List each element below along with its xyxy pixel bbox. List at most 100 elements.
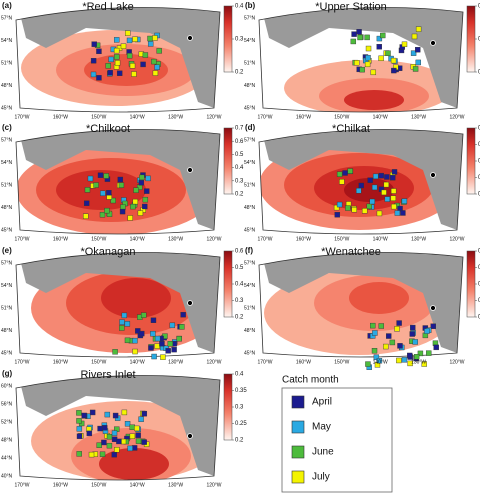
lat-label: 51°N xyxy=(244,60,256,66)
lon-label: 140°W xyxy=(373,236,388,242)
colorbar xyxy=(223,127,233,195)
catch-point xyxy=(129,63,136,69)
map-panel xyxy=(15,375,221,481)
catch-point xyxy=(364,61,371,68)
catch-point xyxy=(106,434,113,440)
colorbar-label: 0.2 xyxy=(235,192,244,198)
catch-point xyxy=(412,66,419,72)
catch-point xyxy=(129,424,135,430)
catch-point xyxy=(141,410,148,417)
catch-point xyxy=(120,204,126,210)
catch-point xyxy=(97,172,104,178)
colorbar-label: 0.2 xyxy=(478,70,480,76)
map-panel xyxy=(258,129,464,235)
catch-point xyxy=(159,340,165,347)
colorbar-label: 0.2 xyxy=(235,70,244,76)
catch-point xyxy=(96,75,102,81)
site xyxy=(430,40,436,46)
lat-label: 54°N xyxy=(244,283,256,289)
lon-label: 160°W xyxy=(53,236,68,242)
lon-label: 150°W xyxy=(334,114,349,120)
lon-label: 170°W xyxy=(14,114,29,120)
catch-point xyxy=(160,354,166,360)
colorbar-label: 0.4 xyxy=(235,165,244,171)
colorbar-label: 0.3 xyxy=(235,405,244,411)
lat-label: 45°N xyxy=(244,105,256,111)
catch-point xyxy=(118,182,125,188)
catch-point xyxy=(110,197,116,204)
catch-point xyxy=(390,188,397,194)
catch-point xyxy=(376,210,383,217)
lon-label: 140°W xyxy=(130,114,145,120)
catch-point xyxy=(76,426,83,432)
colorbar-label: 0.2 xyxy=(235,315,244,321)
catch-point xyxy=(114,54,120,60)
land xyxy=(16,252,220,357)
colorbar-label: 0.6 xyxy=(478,249,480,255)
legend-swatch xyxy=(291,470,305,484)
catch-point xyxy=(152,70,159,76)
lat-label: 51°N xyxy=(1,182,13,188)
catch-point xyxy=(351,206,357,213)
catch-point xyxy=(354,60,360,66)
panel-title: *Chilkat xyxy=(332,123,370,135)
colorbar-label: 0.35 xyxy=(235,388,247,394)
catch-point xyxy=(378,172,384,179)
catch-point xyxy=(394,210,401,216)
catch-point xyxy=(370,69,377,76)
catch-point xyxy=(135,432,141,438)
land xyxy=(16,129,220,234)
catch-point xyxy=(97,425,103,432)
catch-point xyxy=(389,175,396,181)
lat-label: 51°N xyxy=(1,305,13,311)
catch-point xyxy=(380,32,386,39)
catch-point xyxy=(336,201,343,208)
catch-point xyxy=(365,45,372,52)
catch-point xyxy=(154,335,161,342)
lon-label: 130°W xyxy=(411,236,426,242)
catch-point xyxy=(376,44,382,50)
lon-label: 130°W xyxy=(168,236,183,242)
lat-label: 54°N xyxy=(1,283,13,289)
land xyxy=(259,129,463,234)
lon-label: 170°W xyxy=(257,359,272,365)
map-frame xyxy=(15,252,221,358)
legend-box xyxy=(281,387,393,493)
colorbar-label: 0.3 xyxy=(478,298,480,304)
catch-point xyxy=(76,433,83,439)
catch-point xyxy=(391,203,397,210)
catch-point xyxy=(334,212,341,218)
catch-point xyxy=(151,353,157,360)
catch-point xyxy=(119,319,125,325)
catch-point xyxy=(108,56,114,63)
lat-label: 57°N xyxy=(1,260,13,266)
lat-label: 45°N xyxy=(1,227,13,233)
catch-point xyxy=(411,33,418,40)
contour xyxy=(101,278,171,318)
map-body xyxy=(259,129,463,234)
lon-label: 130°W xyxy=(168,114,183,120)
catch-point xyxy=(111,451,117,458)
catch-point xyxy=(401,41,408,48)
catch-point xyxy=(142,196,149,203)
lat-label: 56°N xyxy=(1,401,13,407)
panel-title: *Wenatchee xyxy=(321,246,381,258)
colorbar-label: 0.4 xyxy=(235,4,244,10)
catch-point xyxy=(131,445,138,451)
catch-point xyxy=(90,58,97,64)
colorbar xyxy=(466,5,476,73)
lat-label: 48°N xyxy=(1,437,13,443)
catch-point xyxy=(112,412,119,419)
catch-point xyxy=(130,203,136,210)
catch-point xyxy=(144,188,150,194)
colorbar-label: 0.4 xyxy=(235,282,244,288)
lon-label: 170°W xyxy=(14,236,29,242)
catch-point xyxy=(145,175,151,182)
catch-point xyxy=(134,425,140,432)
colorbar-label: 0.4 xyxy=(235,372,244,378)
catch-point xyxy=(96,48,102,55)
catch-point xyxy=(156,48,162,54)
catch-point xyxy=(373,354,380,360)
lat-label: 51°N xyxy=(1,60,13,66)
catch-point xyxy=(339,179,345,185)
